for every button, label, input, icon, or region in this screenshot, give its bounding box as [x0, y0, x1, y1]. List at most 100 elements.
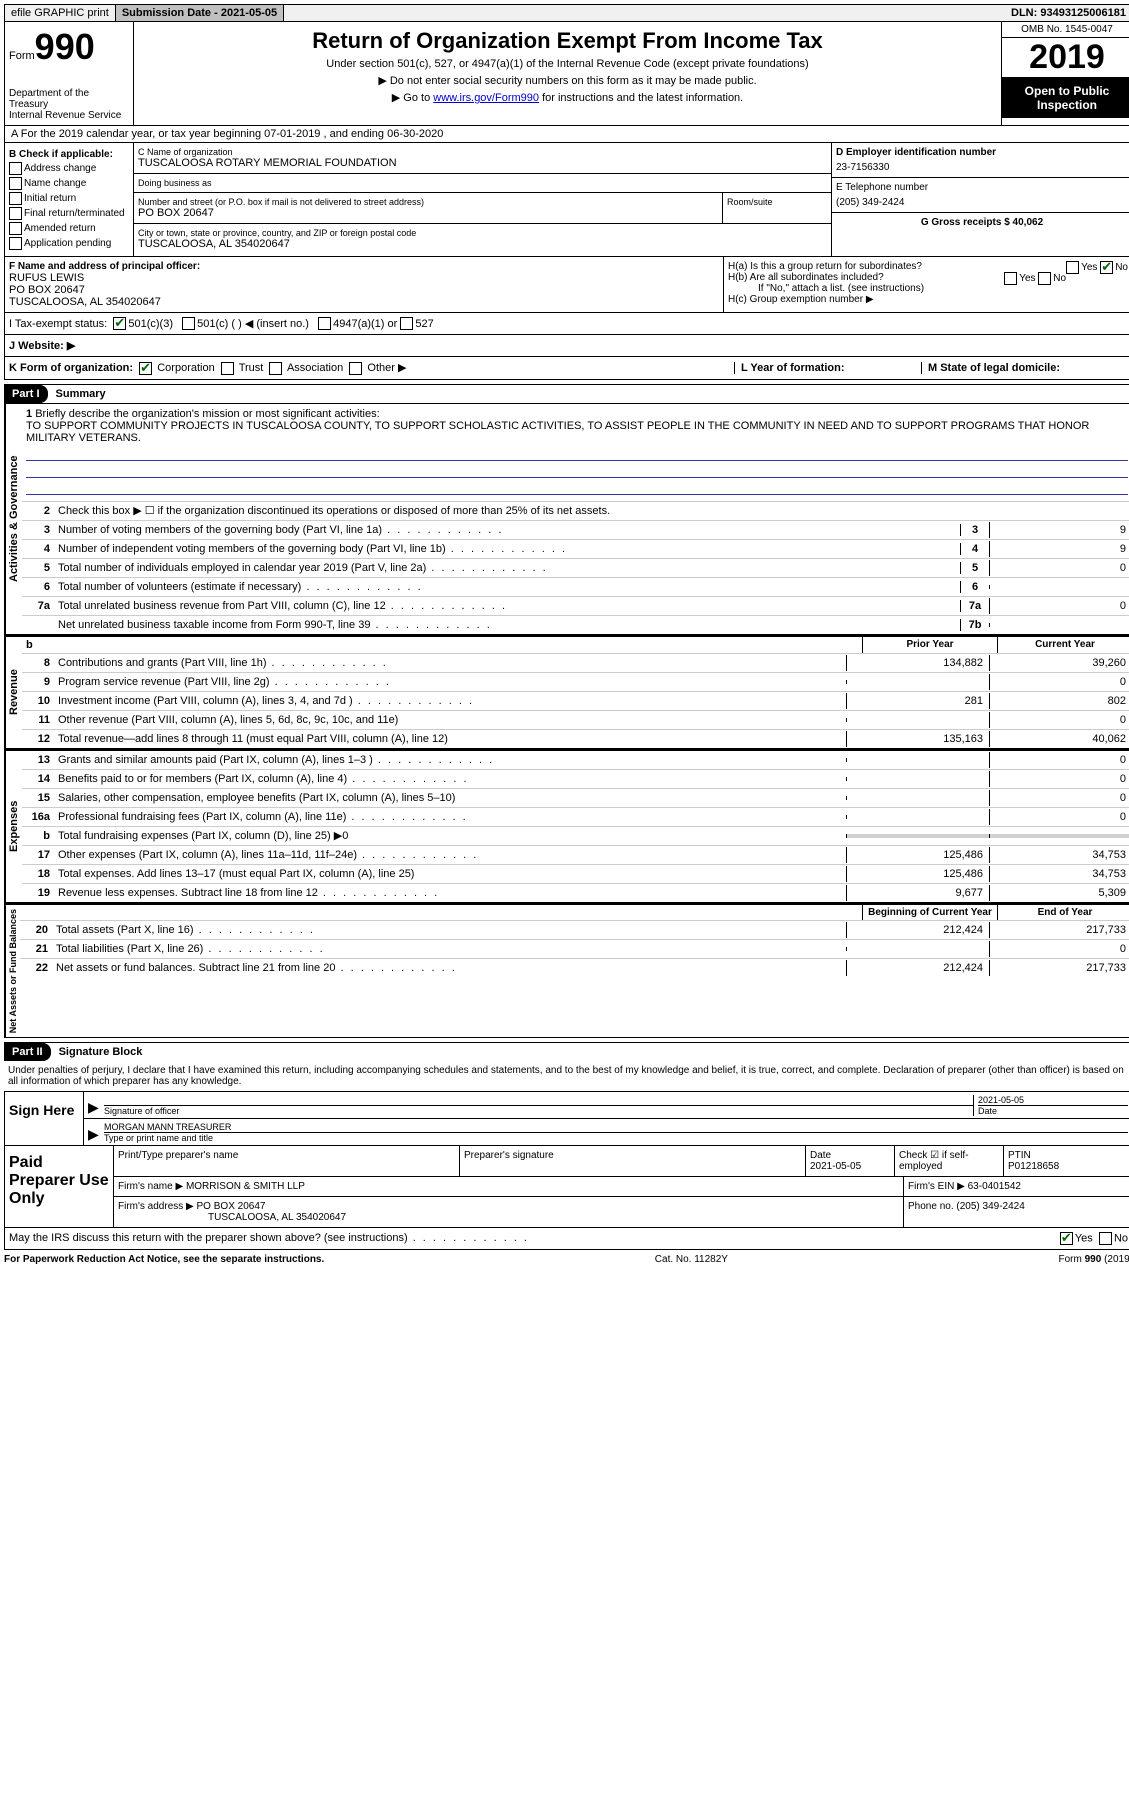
end-year-header: End of Year: [997, 905, 1129, 920]
city-box: City or town, state or province, country…: [134, 223, 831, 254]
501c3-checkbox[interactable]: [113, 317, 126, 330]
sig-officer-field: Signature of officer: [104, 1095, 973, 1116]
4947-checkbox[interactable]: [318, 317, 331, 330]
col-b-label: B Check if applicable:: [9, 149, 129, 160]
room-suite: Room/suite: [723, 193, 831, 223]
col-c: C Name of organization TUSCALOOSA ROTARY…: [134, 143, 831, 256]
firm-ein: 63-0401542: [968, 1181, 1021, 1192]
firm-addr2: TUSCALOOSA, AL 354020647: [208, 1212, 346, 1223]
firm-phone: (205) 349-2424: [956, 1201, 1024, 1212]
corp-checkbox[interactable]: [139, 362, 152, 375]
blank-line: [26, 446, 1128, 461]
revenue-block: Revenue b Prior Year Current Year 8Contr…: [4, 635, 1129, 749]
omb-number: OMB No. 1545-0047: [1002, 22, 1129, 38]
final-return-checkbox[interactable]: [9, 207, 22, 220]
arrow-icon: ▶: [88, 1126, 104, 1143]
h-section: H(a) Is this a group return for subordin…: [723, 257, 1129, 312]
officer-info: F Name and address of principal officer:…: [5, 257, 723, 312]
ha-no-checkbox[interactable]: [1100, 261, 1113, 274]
prior-year-header: Prior Year: [862, 637, 997, 653]
line7b-value: [989, 623, 1129, 627]
governance-label: Activities & Governance: [5, 404, 22, 634]
officer-name-row: ▶ MORGAN MANN TREASURER Type or print na…: [84, 1119, 1129, 1145]
discuss-no-checkbox[interactable]: [1099, 1232, 1112, 1245]
subtitle-1: Under section 501(c), 527, or 4947(a)(1)…: [140, 58, 995, 70]
name-change-checkbox[interactable]: [9, 177, 22, 190]
form-number: Form990: [9, 26, 129, 68]
irs-label: Internal Revenue Service: [9, 110, 129, 121]
street-box: Number and street (or P.O. box if mail i…: [134, 193, 723, 223]
527-checkbox[interactable]: [400, 317, 413, 330]
form990-link[interactable]: www.irs.gov/Form990: [433, 92, 539, 104]
line3-value: 9: [989, 522, 1129, 538]
blank-line: [26, 463, 1128, 478]
ein-cell: D Employer identification number 23-7156…: [832, 143, 1129, 178]
sig-date: 2021-05-05 Date: [973, 1095, 1128, 1116]
address-change-checkbox[interactable]: [9, 162, 22, 175]
part1-header: Part I Summary: [4, 384, 1129, 403]
part2-title: Signature Block: [59, 1046, 143, 1058]
revenue-label: Revenue: [5, 637, 22, 748]
street-address: PO BOX 20647: [138, 207, 718, 219]
assoc-checkbox[interactable]: [269, 362, 282, 375]
efile-label: efile GRAPHIC print: [5, 5, 116, 21]
ha-row: H(a) Is this a group return for subordin…: [728, 261, 1128, 272]
subtitle-2: ▶ Do not enter social security numbers o…: [140, 74, 995, 87]
tax-status-row: I Tax-exempt status: 501(c)(3) 501(c) ( …: [4, 313, 1129, 335]
governance-block: Activities & Governance 1 Briefly descri…: [4, 403, 1129, 635]
dept-label: Department of the Treasury: [9, 88, 129, 110]
paid-preparer-label: Paid Preparer Use Only: [5, 1146, 114, 1227]
preparer-row-1: Print/Type preparer's name Preparer's si…: [114, 1146, 1129, 1177]
mission-text: TO SUPPORT COMMUNITY PROJECTS IN TUSCALO…: [26, 420, 1089, 444]
address-row: Number and street (or P.O. box if mail i…: [134, 193, 831, 223]
part1-label: Part I: [4, 385, 48, 403]
l-year-formation: L Year of formation:: [734, 362, 921, 374]
application-pending-checkbox[interactable]: [9, 237, 22, 250]
line4-value: 9: [989, 541, 1129, 557]
officer-sig-row: ▶ Signature of officer 2021-05-05 Date: [84, 1092, 1129, 1119]
501c-checkbox[interactable]: [182, 317, 195, 330]
part1-title: Summary: [56, 388, 106, 400]
amended-return-checkbox[interactable]: [9, 222, 22, 235]
netassets-label: Net Assets or Fund Balances: [5, 905, 20, 1037]
ein-value: 23-7156330: [836, 162, 1128, 173]
sign-block: Sign Here ▶ Signature of officer 2021-05…: [4, 1091, 1129, 1146]
footer-mid: Cat. No. 11282Y: [655, 1254, 728, 1265]
hb-yes-checkbox[interactable]: [1004, 272, 1017, 285]
preparer-row-3: Firm's address ▶ PO BOX 20647 TUSCALOOSA…: [114, 1197, 1129, 1227]
officer-row: F Name and address of principal officer:…: [4, 257, 1129, 313]
arrow-icon: ▶: [88, 1099, 104, 1116]
top-bar: efile GRAPHIC print Submission Date - 20…: [4, 4, 1129, 22]
hc-row: H(c) Group exemption number ▶: [728, 294, 1128, 305]
open-public-label: Open to Public Inspection: [1002, 78, 1129, 118]
form-org-row: K Form of organization: Corporation Trus…: [4, 357, 1129, 380]
footer: For Paperwork Reduction Act Notice, see …: [4, 1250, 1129, 1269]
col-right: D Employer identification number 23-7156…: [831, 143, 1129, 256]
preparer-row-2: Firm's name ▶ MORRISON & SMITH LLP Firm'…: [114, 1177, 1129, 1197]
dln-label: DLN: 93493125006181: [1005, 5, 1129, 21]
header-center: Return of Organization Exempt From Incom…: [134, 22, 1001, 125]
netassets-block: Net Assets or Fund Balances Beginning of…: [4, 903, 1129, 1038]
part2-label: Part II: [4, 1043, 51, 1061]
org-name: TUSCALOOSA ROTARY MEMORIAL FOUNDATION: [138, 157, 827, 169]
city-state-zip: TUSCALOOSA, AL 354020647: [138, 238, 827, 250]
officer-addr1: PO BOX 20647: [9, 284, 719, 296]
k-section: K Form of organization: Corporation Trus…: [9, 361, 734, 375]
col-b-checkboxes: B Check if applicable: Address change Na…: [5, 143, 134, 256]
initial-return-checkbox[interactable]: [9, 192, 22, 205]
firm-name: MORRISON & SMITH LLP: [186, 1181, 305, 1192]
other-checkbox[interactable]: [349, 362, 362, 375]
discuss-yes-checkbox[interactable]: [1060, 1232, 1073, 1245]
org-name-box: C Name of organization TUSCALOOSA ROTARY…: [134, 143, 831, 174]
line5-value: 0: [989, 560, 1129, 576]
hb-no-checkbox[interactable]: [1038, 272, 1051, 285]
submission-date-button[interactable]: Submission Date - 2021-05-05: [116, 5, 284, 21]
trust-checkbox[interactable]: [221, 362, 234, 375]
section-a: A For the 2019 calendar year, or tax yea…: [4, 126, 1129, 143]
footer-left: For Paperwork Reduction Act Notice, see …: [4, 1254, 324, 1265]
paid-preparer-block: Paid Preparer Use Only Print/Type prepar…: [4, 1146, 1129, 1228]
sign-here-label: Sign Here: [5, 1092, 84, 1145]
ha-yes-checkbox[interactable]: [1066, 261, 1079, 274]
current-year-header: Current Year: [997, 637, 1129, 653]
dba-box: Doing business as: [134, 174, 831, 193]
